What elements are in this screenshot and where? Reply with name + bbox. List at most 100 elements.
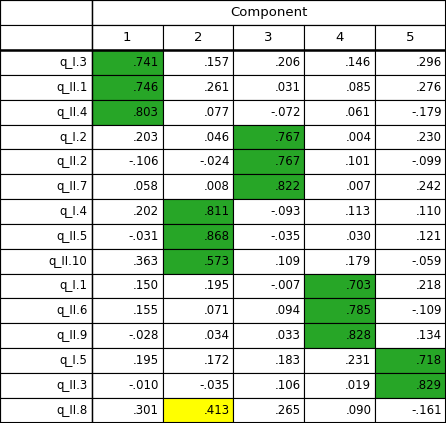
Text: -.035: -.035 — [199, 379, 230, 392]
Bar — [375, 125, 446, 149]
Text: .061: .061 — [345, 106, 371, 119]
Text: .703: .703 — [345, 280, 371, 292]
Bar — [304, 373, 375, 398]
Bar — [233, 199, 304, 224]
Text: -.024: -.024 — [199, 155, 230, 168]
Text: q_I.1: q_I.1 — [59, 280, 87, 292]
Text: .785: .785 — [345, 304, 371, 317]
Text: .195: .195 — [133, 354, 159, 367]
Text: .109: .109 — [274, 255, 301, 268]
Text: .150: .150 — [133, 280, 159, 292]
Text: .261: .261 — [203, 81, 230, 94]
Bar — [163, 398, 233, 423]
Bar — [92, 149, 163, 174]
Bar — [163, 149, 233, 174]
Bar — [92, 373, 163, 398]
Text: .071: .071 — [204, 304, 230, 317]
Text: q_II.8: q_II.8 — [56, 404, 87, 417]
Bar — [163, 249, 233, 274]
Text: .206: .206 — [274, 56, 301, 69]
Bar — [0, 373, 92, 398]
Text: .829: .829 — [416, 379, 442, 392]
Text: .231: .231 — [345, 354, 371, 367]
Bar — [163, 199, 233, 224]
Bar — [304, 125, 375, 149]
Text: q_I.2: q_I.2 — [59, 131, 87, 143]
Text: .746: .746 — [133, 81, 159, 94]
Text: Component: Component — [230, 6, 307, 19]
Text: 3: 3 — [264, 31, 273, 44]
Text: q_II.7: q_II.7 — [56, 180, 87, 193]
Text: q_II.10: q_II.10 — [49, 255, 87, 268]
Text: .195: .195 — [204, 280, 230, 292]
Text: q_II.5: q_II.5 — [56, 230, 87, 243]
Text: .033: .033 — [275, 329, 301, 342]
Text: .767: .767 — [274, 131, 301, 143]
Bar — [0, 274, 92, 298]
Bar — [375, 348, 446, 373]
Bar — [304, 25, 375, 50]
Bar — [233, 398, 304, 423]
Bar — [163, 75, 233, 100]
Bar — [304, 149, 375, 174]
Bar — [163, 348, 233, 373]
Bar — [304, 249, 375, 274]
Text: -.109: -.109 — [412, 304, 442, 317]
Text: -.093: -.093 — [270, 205, 301, 218]
Bar — [0, 323, 92, 348]
Bar — [163, 100, 233, 125]
Bar — [92, 199, 163, 224]
Bar — [375, 373, 446, 398]
Bar — [375, 323, 446, 348]
Text: -.031: -.031 — [128, 230, 159, 243]
Bar — [375, 274, 446, 298]
Text: .413: .413 — [204, 404, 230, 417]
Bar — [163, 25, 233, 50]
Text: q_II.2: q_II.2 — [56, 155, 87, 168]
Text: .803: .803 — [133, 106, 159, 119]
Text: -.028: -.028 — [128, 329, 159, 342]
Bar — [92, 125, 163, 149]
Text: .101: .101 — [345, 155, 371, 168]
Bar — [163, 224, 233, 249]
Bar — [304, 274, 375, 298]
Bar — [233, 224, 304, 249]
Bar — [0, 398, 92, 423]
Text: .301: .301 — [133, 404, 159, 417]
Text: .202: .202 — [133, 205, 159, 218]
Bar — [92, 348, 163, 373]
Bar — [375, 199, 446, 224]
Bar — [0, 174, 92, 199]
Text: 5: 5 — [406, 31, 414, 44]
Text: .008: .008 — [204, 180, 230, 193]
Bar — [304, 298, 375, 323]
Text: q_I.3: q_I.3 — [59, 56, 87, 69]
Text: .046: .046 — [204, 131, 230, 143]
Text: .094: .094 — [274, 304, 301, 317]
Bar — [304, 75, 375, 100]
Bar — [163, 274, 233, 298]
Text: .230: .230 — [416, 131, 442, 143]
Bar — [304, 348, 375, 373]
Text: .007: .007 — [345, 180, 371, 193]
Bar — [375, 149, 446, 174]
Text: .155: .155 — [133, 304, 159, 317]
Text: .265: .265 — [274, 404, 301, 417]
Bar — [304, 323, 375, 348]
Bar — [0, 75, 92, 100]
Text: .031: .031 — [275, 81, 301, 94]
Bar — [233, 25, 304, 50]
Text: .718: .718 — [416, 354, 442, 367]
Bar — [0, 249, 92, 274]
Bar — [233, 274, 304, 298]
Bar — [375, 75, 446, 100]
Bar — [92, 174, 163, 199]
Bar — [375, 50, 446, 75]
Text: .179: .179 — [345, 255, 371, 268]
Bar — [163, 174, 233, 199]
Text: q_II.3: q_II.3 — [56, 379, 87, 392]
Bar — [304, 50, 375, 75]
Text: .113: .113 — [345, 205, 371, 218]
Bar — [233, 149, 304, 174]
Bar — [92, 298, 163, 323]
